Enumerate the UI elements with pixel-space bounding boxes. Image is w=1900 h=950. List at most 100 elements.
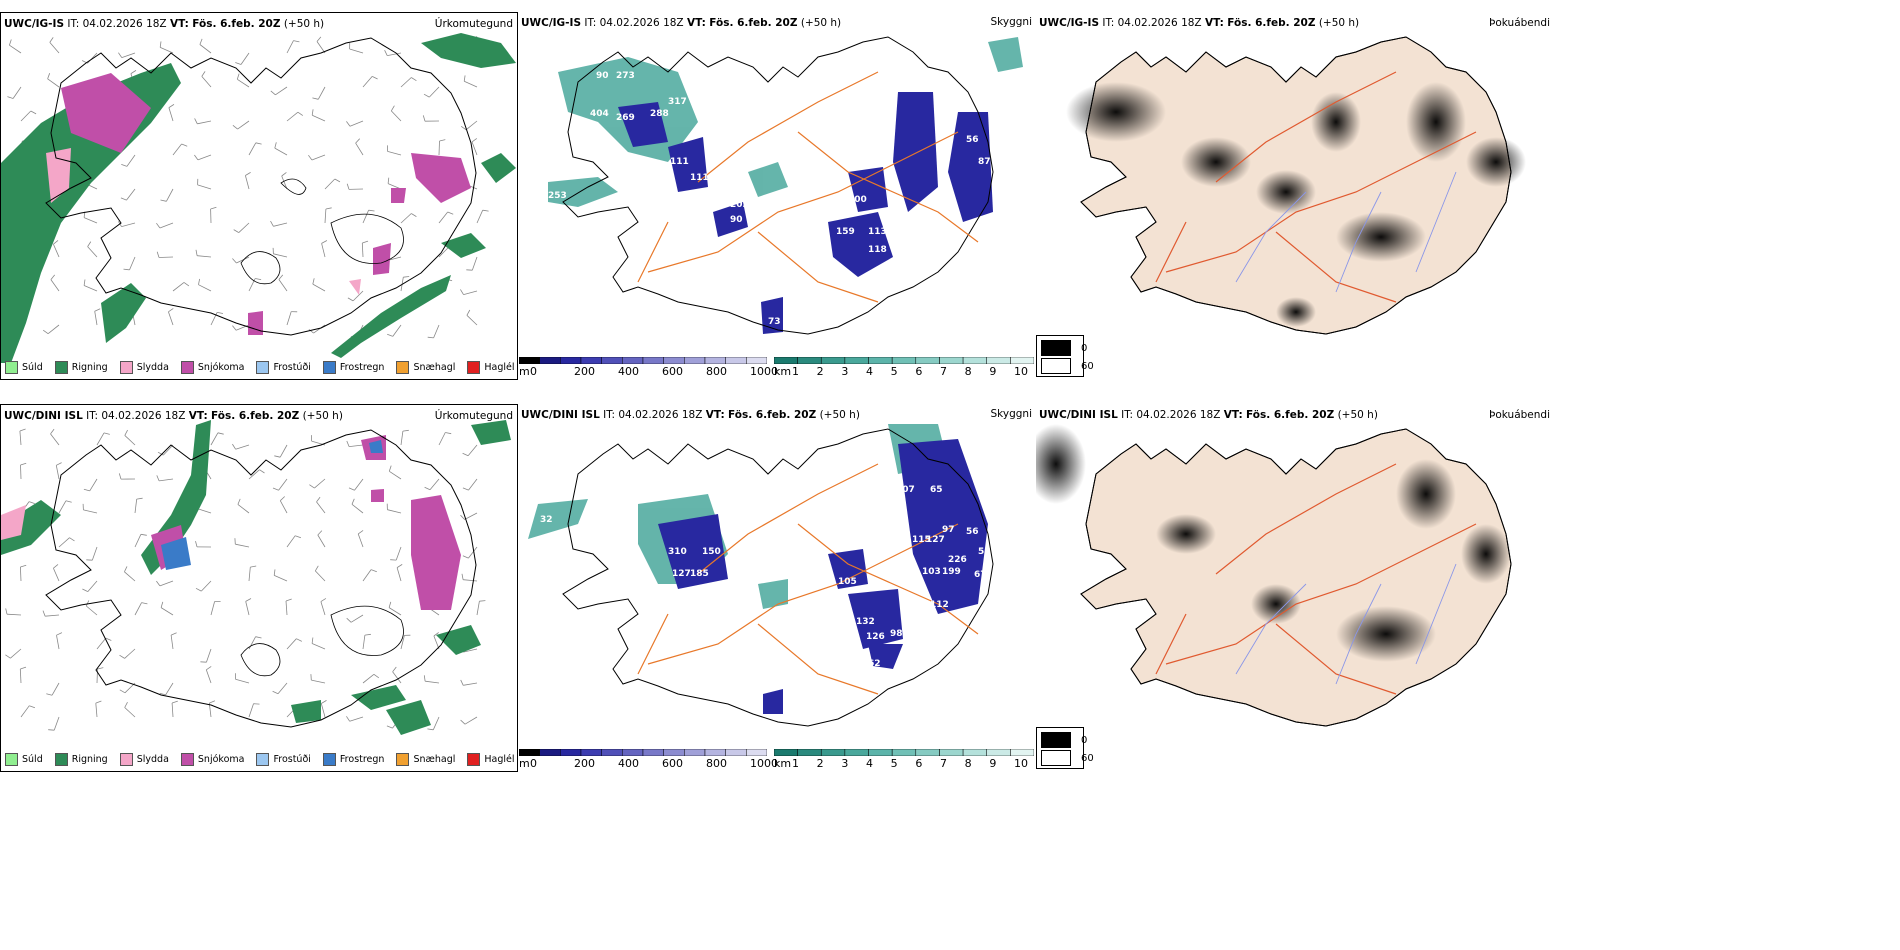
visibility-value: 288 — [650, 109, 669, 119]
wind-barb-feather — [320, 598, 327, 602]
colorbar-segment — [663, 357, 685, 364]
wind-barb-feather — [311, 109, 314, 116]
wind-barb-feather — [309, 484, 315, 489]
wind-barb-feather — [160, 199, 167, 202]
wind-barb — [56, 635, 60, 650]
wind-barb — [50, 433, 60, 446]
wind-barb-feather — [7, 96, 14, 99]
wind-barb-feather — [386, 725, 393, 729]
wind-barb-feather — [270, 90, 276, 96]
wind-barb — [349, 48, 364, 54]
wind-barb — [166, 188, 174, 202]
wind-barb-feather — [427, 728, 434, 731]
wind-barb — [275, 86, 288, 96]
wind-barb-feather — [270, 220, 274, 227]
wind-barb — [314, 478, 326, 489]
wind-barb — [468, 478, 478, 491]
wind-barb — [83, 509, 98, 514]
legend-item: Frostregn — [322, 360, 384, 374]
visibility-value: 118 — [868, 245, 887, 255]
wind-barb — [361, 242, 364, 258]
wind-barb — [95, 703, 98, 718]
low-ceiling-area — [658, 439, 988, 714]
wind-barb — [286, 311, 292, 326]
colorbar-segment — [891, 749, 917, 756]
wind-barb-feather — [28, 501, 35, 504]
colorbar-segment — [642, 749, 664, 756]
wind-barb-feather — [42, 610, 46, 617]
panel-title: UWC/IG-IS IT: 04.02.2026 18Z VT: Fös. 6.… — [4, 18, 325, 30]
legend-item: Rigning — [54, 360, 108, 374]
wind-barb-feather — [387, 177, 390, 184]
legend-item: Frostúði — [256, 752, 311, 766]
wind-barb-feather — [255, 636, 262, 639]
colorbar-segment — [684, 357, 706, 364]
wind-barb-feather — [237, 498, 241, 505]
coastline — [1080, 36, 1512, 335]
iceland-outline — [562, 428, 994, 727]
wind-barb — [58, 537, 70, 548]
wind-barb-feather — [156, 475, 160, 482]
wind-barb — [197, 184, 212, 190]
wind-barb-feather — [245, 172, 251, 176]
legend-item: Slydda — [119, 360, 169, 374]
wind-barb-feather — [159, 41, 162, 48]
colorbar-segment — [684, 749, 706, 756]
wind-barb — [321, 243, 326, 258]
wind-barb — [168, 107, 174, 122]
wind-barb — [53, 568, 60, 582]
wind-barb — [463, 682, 478, 686]
wind-barb-feather — [195, 587, 202, 592]
wind-barb-feather — [20, 666, 27, 670]
wind-barb — [387, 52, 402, 56]
wind-barb-feather — [183, 282, 190, 287]
wind-barb — [324, 208, 327, 224]
wind-barb-feather — [156, 251, 160, 258]
wind-barb-feather — [423, 93, 430, 98]
wind-barb — [124, 435, 136, 446]
wind-barb — [320, 601, 326, 616]
legend-swatch — [1041, 732, 1071, 748]
wind-barb — [197, 255, 212, 258]
wind-barb — [55, 465, 60, 480]
wind-barb — [274, 147, 288, 156]
wind-barb-feather — [462, 555, 469, 559]
visibility-panel-bottom: 32 310 127 185 150 107 65 115 127 97 226 103 199 105 1… — [518, 404, 1036, 772]
wind-barb — [158, 256, 174, 258]
wind-barb — [315, 570, 326, 582]
wind-barb — [206, 648, 212, 663]
wind-barb-feather — [308, 329, 314, 334]
visibility-colorbar — [774, 749, 1034, 756]
wind-barb-feather — [479, 600, 486, 602]
legend-swatch — [54, 752, 68, 766]
colorbar-segment — [1010, 749, 1034, 756]
wind-barb-feather — [236, 73, 240, 80]
legend-label: Rigning — [71, 361, 108, 373]
colorbar-segment — [580, 357, 602, 364]
wind-barb — [433, 635, 440, 650]
wind-barb — [237, 504, 250, 514]
legend-label: Frostúði — [273, 361, 311, 373]
wind-barb — [89, 478, 98, 492]
scale-tick-label: 5 — [890, 757, 898, 770]
wind-barb-feather — [466, 309, 471, 316]
scale-tick-label: 2 — [816, 757, 824, 770]
legend-item: Súld — [5, 752, 43, 766]
legend-swatch — [1041, 358, 1071, 374]
wind-barb-feather — [42, 329, 49, 335]
wind-barb-feather — [460, 679, 464, 686]
wind-barb-feather — [471, 138, 478, 143]
fog-legend: 0 60 — [1036, 727, 1094, 769]
wind-barb-feather — [156, 580, 161, 587]
wind-barb — [20, 464, 22, 480]
legend-item: Frostregn — [322, 752, 384, 766]
wind-barb — [20, 110, 32, 122]
legend-label: Rigning — [71, 753, 108, 765]
wind-barb — [316, 41, 326, 54]
wind-barb — [476, 210, 484, 224]
visibility-value: 62 — [868, 659, 881, 669]
visibility-value: 113 — [868, 227, 887, 237]
wind-barb — [286, 638, 297, 650]
freezing-rain-area — [161, 440, 383, 570]
glaciers — [240, 178, 404, 285]
